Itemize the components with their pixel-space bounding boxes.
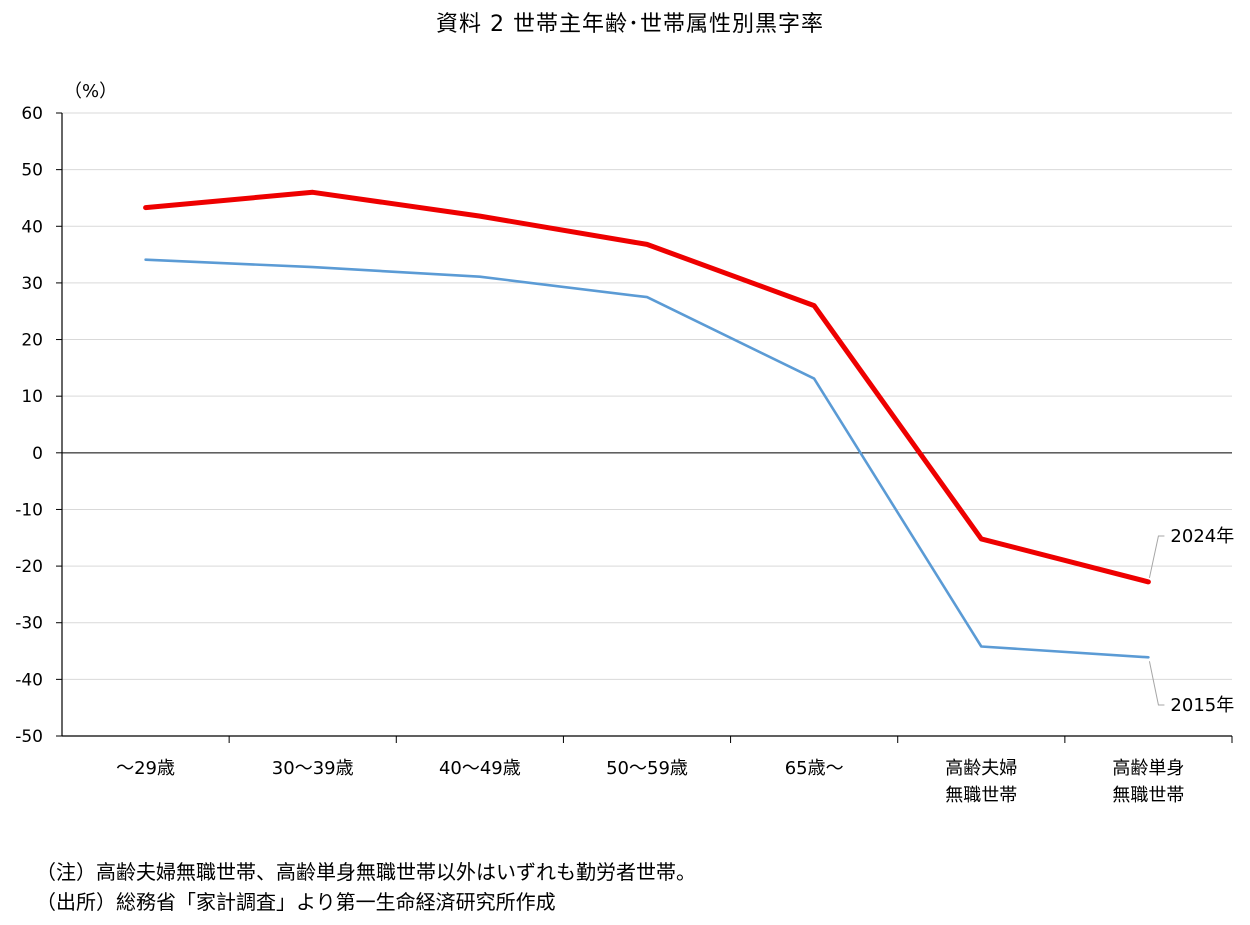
- series-label: 2015年: [1170, 695, 1234, 716]
- x-tick-label: 50～59歳: [606, 758, 688, 779]
- y-axis-unit: （%）: [64, 81, 117, 102]
- x-tick-label: 40～49歳: [439, 758, 521, 779]
- x-tick-label: 高齢単身: [1112, 758, 1184, 779]
- note-line-2: （出所）総務省「家計調査」より第一生命経済研究所作成: [36, 890, 556, 914]
- y-tick-label: -20: [15, 557, 43, 577]
- chart-title: 資料 2 世帯主年齢･世帯属性別黒字率: [436, 12, 824, 37]
- y-tick-label: 30: [21, 274, 43, 294]
- y-tick-label: -40: [15, 670, 43, 690]
- series-line: [144, 258, 1150, 659]
- y-tick-label: 20: [21, 331, 43, 351]
- series-line: [143, 189, 1151, 585]
- x-tick-label: 無職世帯: [1112, 785, 1184, 806]
- y-tick-label: 0: [32, 444, 43, 464]
- notes: （注）高齢夫婦無職世帯、高齢単身無職世帯以外はいずれも勤労者世帯。 （出所）総務…: [36, 857, 696, 917]
- y-tick-label: -30: [15, 614, 43, 634]
- y-tick-label: 60: [21, 104, 43, 124]
- x-tick-label: 無職世帯: [945, 785, 1017, 806]
- x-tick-label: ～29歳: [116, 758, 175, 779]
- y-tick-label: -10: [15, 500, 43, 520]
- y-tick-label: 40: [21, 217, 43, 237]
- line-chart: 60 50 40 30 20 10 0 -10 -20 -30 -40 -50 （%） ～29歳 30～39…: [15, 81, 1234, 806]
- x-tick-label: 30～39歳: [272, 758, 354, 779]
- x-tick-label: 高齢夫婦: [945, 758, 1017, 779]
- note-line-1: （注）高齢夫婦無職世帯、高齢単身無職世帯以外はいずれも勤労者世帯。: [36, 860, 696, 884]
- y-tick-label: 10: [21, 387, 43, 407]
- y-tick-label: 50: [21, 161, 43, 181]
- leader-line: [1148, 661, 1165, 706]
- x-tick-label: 65歳～: [785, 758, 844, 779]
- leader-line: [1148, 535, 1165, 579]
- series-label: 2024年: [1170, 526, 1234, 547]
- y-tick-label: -50: [15, 727, 43, 747]
